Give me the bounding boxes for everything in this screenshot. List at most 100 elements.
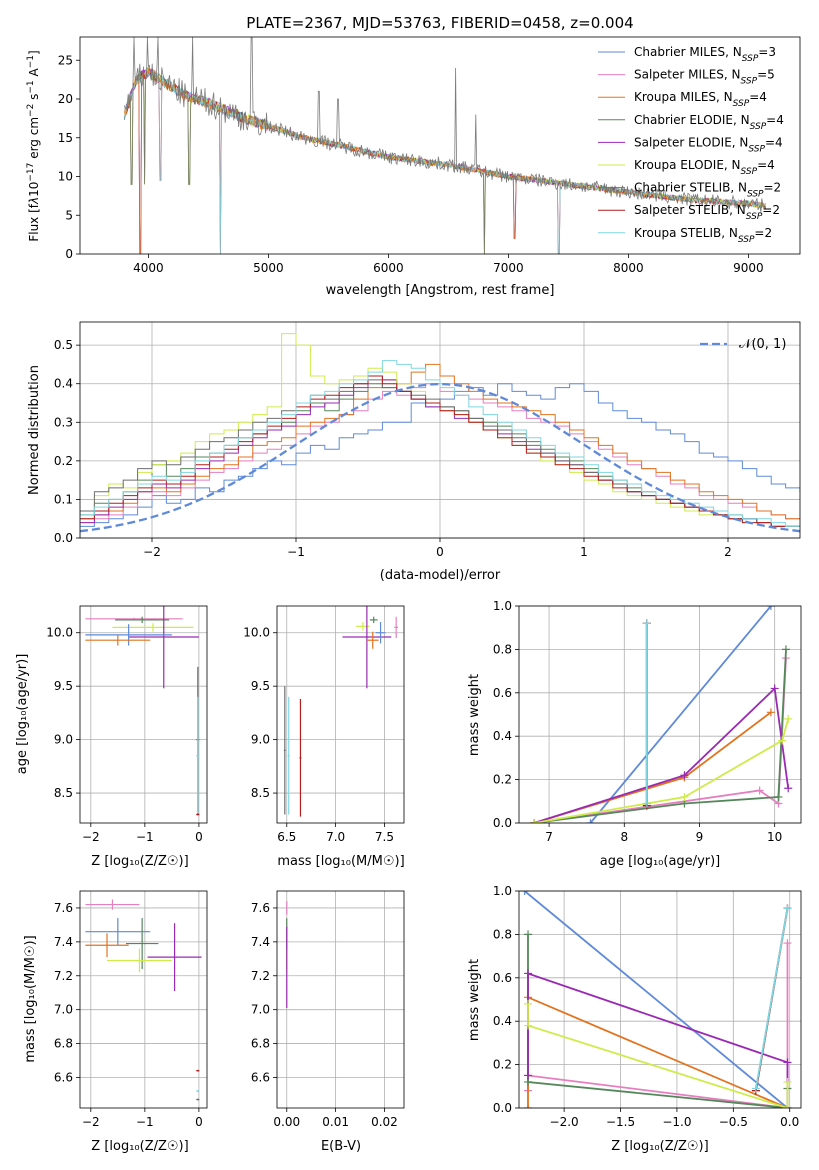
legend-subscript: SSP [742,54,759,64]
y-tick-label: 0 [65,247,73,261]
weight-vs-age-panel: age [log₁₀(age/yr)] mass weight 7 8 9 10 0.0… [467,599,802,869]
weight-line-chabrier-miles [524,891,789,1108]
legend-label: Salpeter ELODIE, N [634,135,748,149]
x-tick-label: −2 [143,545,161,559]
weight-line-chabrier-elodie [533,649,787,823]
y-tick-label: 0.4 [493,729,512,743]
age-z-xlabel: Z [log₁₀(Z/Z☉)] [91,854,188,869]
y-tick-label: 1.0 [493,884,512,898]
weight-marker-kroupa-stelib [642,619,651,628]
weight-marker-kroupa-elodie [778,736,787,745]
legend-label: Chabrier STELIB, N [634,181,747,195]
legend-label: Kroupa MILES, N [634,90,733,104]
legend-subscript: SSP [746,212,763,222]
plot-area [85,899,202,1101]
legend-entry: Chabrier ELODIE, NSSP=4 [634,113,784,132]
mass-z-xlabel: Z [log₁₀(Z/Z☉)] [91,1139,188,1154]
weight-marker-chabrier-elodie [781,645,790,654]
spectrum-line-kroupa-stelib [124,67,767,254]
y-tick-label: 9.0 [251,733,270,747]
weight-marker-kroupa-elodie [680,792,689,801]
legend-label: Kroupa STELIB, N [634,226,738,240]
legend-count: =4 [757,158,775,172]
y-tick-label: 9.5 [251,679,270,693]
legend-subscript: SSP [733,99,750,109]
ylabel-part: λ [27,197,41,205]
x-tick-label: 8 [620,830,628,844]
x-tick-label: −2 [82,1115,100,1129]
legend-count: =2 [764,181,782,195]
x-tick-label: 9000 [733,261,764,275]
y-tick-label: 9.5 [54,679,73,693]
weight-marker-kroupa-elodie [524,999,533,1008]
weight-marker-kroupa-elodie [783,1104,792,1108]
legend-count: =4 [749,90,767,104]
weight-marker-kroupa-elodie [783,1077,792,1086]
ylabel-part: −17 [26,163,36,182]
x-tick-label: 1 [580,545,588,559]
age-vs-mass-panel: mass [log₁₀(M/M☉)] 6.5 7.0 7.5 8.5 9.0 9.5 10.… [243,605,405,869]
x-tick-label: −1 [136,1115,154,1129]
axes-frame [518,890,802,1109]
residual-histogram-panel: (data-model)/error Normed distribution −… [27,321,801,583]
plot-area [85,606,200,816]
legend-subscript: SSP [741,167,758,177]
x-tick-label: 7000 [493,261,524,275]
weight-marker-chabrier-miles [520,891,529,895]
x-tick-label: 0 [195,830,203,844]
y-tick-label: 7.4 [251,935,270,949]
mass-ebv-xlabel: E(B-V) [321,1139,361,1154]
axes-frame [276,890,405,1109]
ylabel-part: erg cm [27,117,41,163]
y-tick-label: 15 [58,131,73,145]
weight-line-salpeter-elodie [533,686,790,823]
weight-marker-salpeter-elodie [770,684,779,693]
y-tick-label: 0.4 [54,377,73,391]
y-tick-label: 0.1 [54,492,73,506]
x-tick-label: 8000 [613,261,644,275]
weight-marker-kroupa-miles [524,1104,533,1108]
ylabel-part: A [27,68,41,81]
mass-vs-extinction-panel: E(B-V) 0.00 0.01 0.02 6.6 6.8 7.0 7.2 7.4 7.6 [251,890,405,1154]
ylabel-part: −2 [26,104,36,117]
x-tick-label: 0 [195,1115,203,1129]
x-tick-label: −2.0 [550,1115,579,1129]
legend-count: =5 [757,68,775,82]
weight-vs-metallicity-panel: Z [log₁₀(Z/Z☉)] mass weight −2.0 −1.5 −1.0… [467,884,802,1154]
legend-subscript: SSP [741,77,758,87]
weight-marker-kroupa-miles [766,708,775,717]
legend-subscript: SSP [748,144,765,154]
weight-marker-kroupa-elodie [530,819,539,823]
age-mass-xlabel: mass [log₁₀(M/M☉)] [277,854,404,869]
weight-marker-chabrier-miles [586,819,595,823]
y-tick-label: 8.5 [251,786,270,800]
legend-entry: Kroupa MILES, NSSP=4 [634,90,767,109]
y-tick-label: 6.8 [251,1037,270,1051]
y-tick-label: 0.6 [493,686,512,700]
weight-line-kroupa-elodie [527,1003,789,1108]
y-tick-label: 0.0 [54,531,73,545]
y-tick-label: 10.0 [46,626,73,640]
y-tick-label: 0.2 [493,1058,512,1072]
x-tick-label: −1.5 [606,1115,635,1129]
ylabel-part: −1 [26,55,36,68]
y-tick-label: 7.4 [54,935,73,949]
legend-count: =3 [758,45,776,59]
y-tick-label: 0.0 [493,816,512,830]
y-tick-label: 0.2 [493,773,512,787]
legend-subscript: SSP [738,235,755,245]
weight-marker-kroupa-stelib [642,799,651,808]
weight-age-ylabel: mass weight [467,674,482,756]
weight-marker-chabrier-elodie [524,930,533,939]
weight-age-xlabel: age [log₁₀(age/yr)] [600,854,721,869]
plot-area [80,333,800,538]
x-tick-label: 7.5 [375,830,394,844]
grid-layer [277,606,404,823]
weight-marker-chabrier-miles [766,606,775,610]
y-tick-label: 25 [58,53,73,67]
x-tick-label: 0.00 [273,1115,300,1129]
grid-layer [277,891,404,1108]
y-tick-label: 0.8 [493,927,512,941]
x-tick-label: −1 [136,830,154,844]
